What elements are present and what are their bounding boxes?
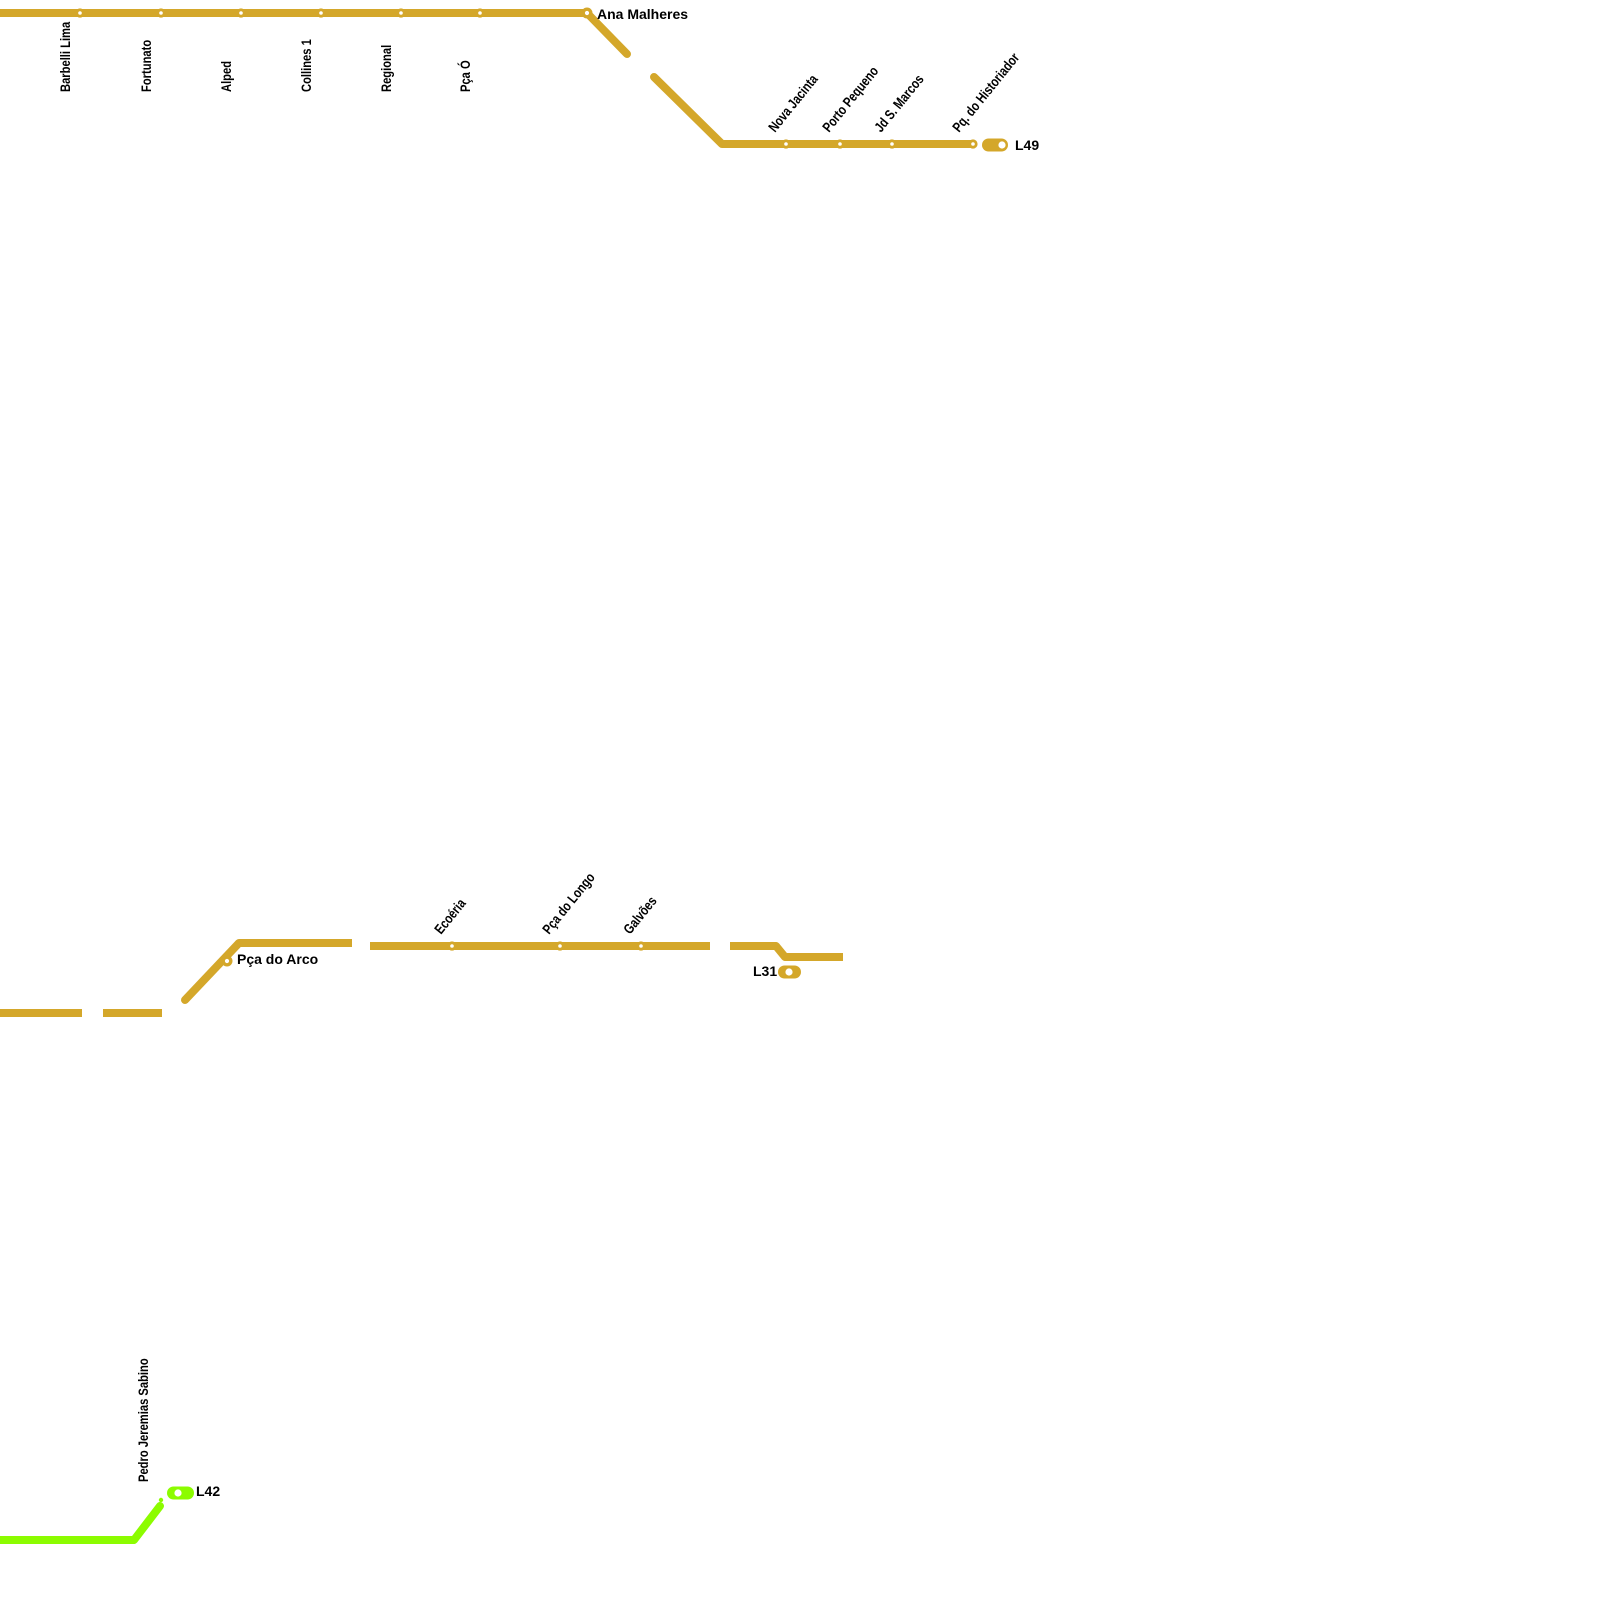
svg-text:Pça Ó: Pça Ó (457, 60, 474, 92)
svg-text:Pedro Jeremias Sabino: Pedro Jeremias Sabino (136, 1358, 151, 1482)
svg-text:Ana Malheres: Ana Malheres (597, 6, 688, 22)
svg-text:Collines 1: Collines 1 (299, 39, 314, 92)
svg-text:Fortunato: Fortunato (139, 40, 154, 92)
svg-text:Pça do Longo: Pça do Longo (540, 870, 599, 937)
svg-text:L31: L31 (753, 963, 777, 979)
svg-text:Barbelli Lima: Barbelli Lima (58, 21, 73, 92)
svg-text:Alped: Alped (219, 61, 234, 92)
svg-text:Pça do Arco: Pça do Arco (237, 951, 318, 967)
svg-text:Regional: Regional (379, 45, 394, 92)
svg-text:L49: L49 (1015, 137, 1039, 153)
svg-text:Ecoéria: Ecoéria (432, 895, 470, 937)
svg-text:L42: L42 (196, 1483, 220, 1499)
svg-text:Jd S. Marcos: Jd S. Marcos (872, 72, 927, 135)
svg-text:Galvões: Galvões (621, 894, 660, 938)
svg-text:Pq. do Historiador: Pq. do Historiador (950, 50, 1023, 135)
svg-text:Nova Jacinta: Nova Jacinta (766, 71, 822, 135)
